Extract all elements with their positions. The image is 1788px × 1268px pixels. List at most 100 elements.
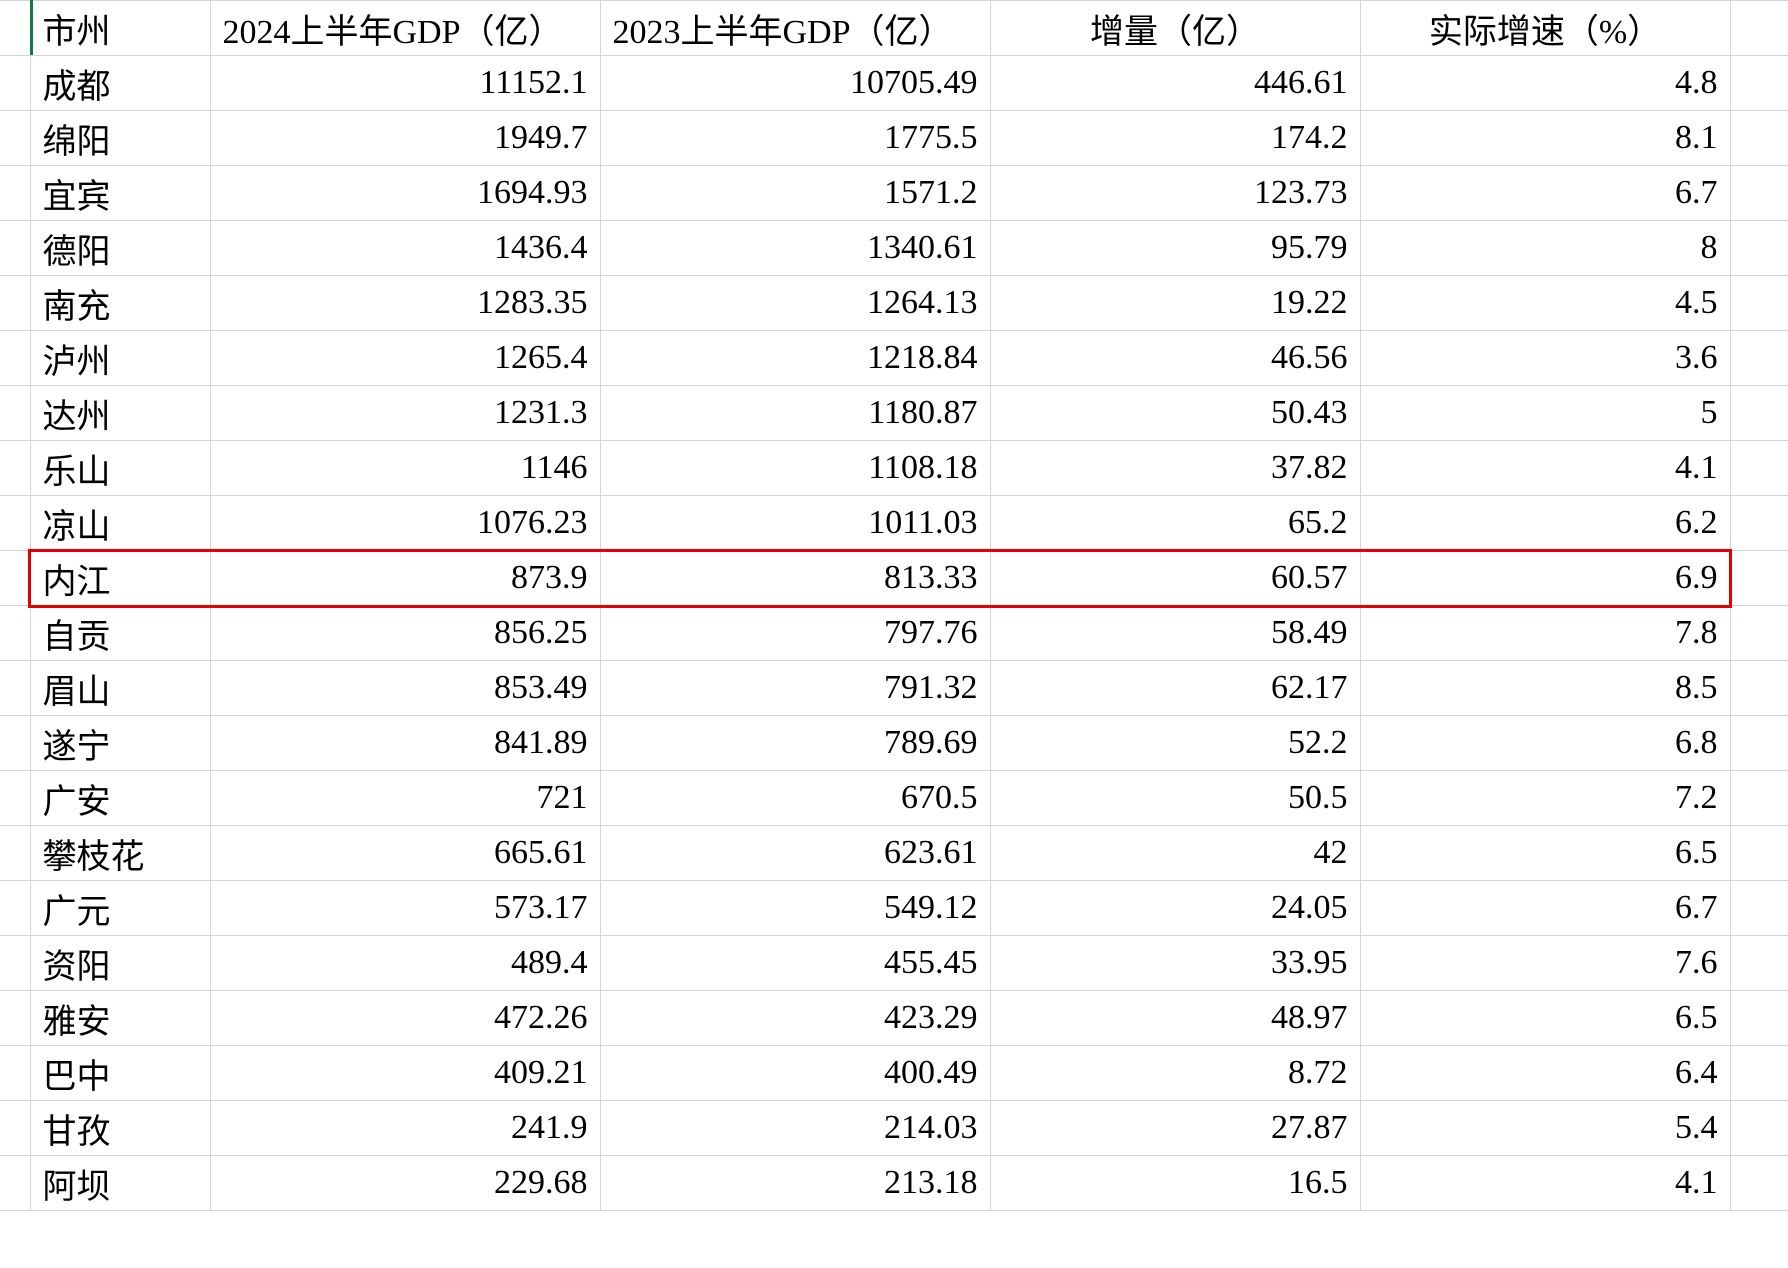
cell-growth[interactable]: 8 bbox=[1360, 221, 1730, 276]
cell-increase[interactable]: 50.5 bbox=[990, 771, 1360, 826]
cell-growth[interactable]: 4.5 bbox=[1360, 276, 1730, 331]
cell-gdp2023[interactable]: 455.45 bbox=[600, 936, 990, 991]
cell-increase[interactable]: 123.73 bbox=[990, 166, 1360, 221]
cell-city[interactable]: 雅安 bbox=[30, 991, 210, 1046]
cell-city[interactable]: 绵阳 bbox=[30, 111, 210, 166]
cell-increase[interactable]: 52.2 bbox=[990, 716, 1360, 771]
cell-gdp2023[interactable]: 789.69 bbox=[600, 716, 990, 771]
cell-growth[interactable]: 6.2 bbox=[1360, 496, 1730, 551]
cell-gdp2023[interactable]: 1571.2 bbox=[600, 166, 990, 221]
cell-gdp2024[interactable]: 1949.7 bbox=[210, 111, 600, 166]
cell-city[interactable]: 攀枝花 bbox=[30, 826, 210, 881]
cell-growth[interactable]: 7.6 bbox=[1360, 936, 1730, 991]
cell-growth[interactable]: 7.2 bbox=[1360, 771, 1730, 826]
column-header-gdp2023[interactable]: 2023上半年GDP（亿） bbox=[600, 1, 990, 56]
cell-growth[interactable]: 6.8 bbox=[1360, 716, 1730, 771]
cell-gdp2024[interactable]: 1146 bbox=[210, 441, 600, 496]
cell-increase[interactable]: 95.79 bbox=[990, 221, 1360, 276]
cell-gdp2023[interactable]: 1108.18 bbox=[600, 441, 990, 496]
cell-growth[interactable]: 5.4 bbox=[1360, 1101, 1730, 1156]
cell-growth[interactable]: 4.1 bbox=[1360, 1156, 1730, 1211]
cell-gdp2023[interactable]: 213.18 bbox=[600, 1156, 990, 1211]
cell-gdp2024[interactable]: 489.4 bbox=[210, 936, 600, 991]
cell-increase[interactable]: 37.82 bbox=[990, 441, 1360, 496]
cell-gdp2023[interactable]: 1011.03 bbox=[600, 496, 990, 551]
cell-growth[interactable]: 6.5 bbox=[1360, 991, 1730, 1046]
cell-increase[interactable]: 46.56 bbox=[990, 331, 1360, 386]
cell-gdp2024[interactable]: 229.68 bbox=[210, 1156, 600, 1211]
cell-city[interactable]: 巴中 bbox=[30, 1046, 210, 1101]
cell-city[interactable]: 自贡 bbox=[30, 606, 210, 661]
cell-growth[interactable]: 4.8 bbox=[1360, 56, 1730, 111]
cell-city[interactable]: 宜宾 bbox=[30, 166, 210, 221]
cell-growth[interactable]: 6.5 bbox=[1360, 826, 1730, 881]
cell-city[interactable]: 成都 bbox=[30, 56, 210, 111]
cell-gdp2024[interactable]: 1076.23 bbox=[210, 496, 600, 551]
cell-increase[interactable]: 446.61 bbox=[990, 56, 1360, 111]
cell-gdp2024[interactable]: 853.49 bbox=[210, 661, 600, 716]
cell-city[interactable]: 眉山 bbox=[30, 661, 210, 716]
cell-increase[interactable]: 42 bbox=[990, 826, 1360, 881]
cell-city[interactable]: 内江 bbox=[30, 551, 210, 606]
cell-gdp2024[interactable]: 665.61 bbox=[210, 826, 600, 881]
cell-increase[interactable]: 19.22 bbox=[990, 276, 1360, 331]
cell-gdp2024[interactable]: 721 bbox=[210, 771, 600, 826]
cell-growth[interactable]: 6.9 bbox=[1360, 551, 1730, 606]
cell-growth[interactable]: 7.8 bbox=[1360, 606, 1730, 661]
cell-gdp2024[interactable]: 11152.1 bbox=[210, 56, 600, 111]
cell-increase[interactable]: 50.43 bbox=[990, 386, 1360, 441]
cell-increase[interactable]: 16.5 bbox=[990, 1156, 1360, 1211]
cell-increase[interactable]: 8.72 bbox=[990, 1046, 1360, 1101]
cell-growth[interactable]: 8.1 bbox=[1360, 111, 1730, 166]
cell-gdp2024[interactable]: 241.9 bbox=[210, 1101, 600, 1156]
cell-gdp2024[interactable]: 1694.93 bbox=[210, 166, 600, 221]
cell-increase[interactable]: 174.2 bbox=[990, 111, 1360, 166]
cell-city[interactable]: 广元 bbox=[30, 881, 210, 936]
cell-gdp2024[interactable]: 1231.3 bbox=[210, 386, 600, 441]
cell-growth[interactable]: 6.7 bbox=[1360, 881, 1730, 936]
cell-gdp2023[interactable]: 1264.13 bbox=[600, 276, 990, 331]
cell-city[interactable]: 泸州 bbox=[30, 331, 210, 386]
cell-increase[interactable]: 33.95 bbox=[990, 936, 1360, 991]
cell-growth[interactable]: 6.4 bbox=[1360, 1046, 1730, 1101]
cell-increase[interactable]: 48.97 bbox=[990, 991, 1360, 1046]
cell-gdp2023[interactable]: 549.12 bbox=[600, 881, 990, 936]
cell-gdp2023[interactable]: 1340.61 bbox=[600, 221, 990, 276]
cell-gdp2024[interactable]: 873.9 bbox=[210, 551, 600, 606]
cell-increase[interactable]: 62.17 bbox=[990, 661, 1360, 716]
cell-gdp2023[interactable]: 1180.87 bbox=[600, 386, 990, 441]
cell-gdp2023[interactable]: 797.76 bbox=[600, 606, 990, 661]
cell-gdp2023[interactable]: 10705.49 bbox=[600, 56, 990, 111]
column-header-city[interactable]: 市州 bbox=[30, 1, 210, 56]
cell-growth[interactable]: 8.5 bbox=[1360, 661, 1730, 716]
cell-increase[interactable]: 27.87 bbox=[990, 1101, 1360, 1156]
cell-gdp2023[interactable]: 400.49 bbox=[600, 1046, 990, 1101]
cell-gdp2024[interactable]: 1265.4 bbox=[210, 331, 600, 386]
cell-gdp2023[interactable]: 670.5 bbox=[600, 771, 990, 826]
cell-increase[interactable]: 65.2 bbox=[990, 496, 1360, 551]
column-header-growth[interactable]: 实际增速（%） bbox=[1360, 1, 1730, 56]
cell-gdp2024[interactable]: 409.21 bbox=[210, 1046, 600, 1101]
cell-gdp2024[interactable]: 1283.35 bbox=[210, 276, 600, 331]
cell-gdp2023[interactable]: 791.32 bbox=[600, 661, 990, 716]
cell-growth[interactable]: 4.1 bbox=[1360, 441, 1730, 496]
cell-gdp2023[interactable]: 423.29 bbox=[600, 991, 990, 1046]
cell-growth[interactable]: 3.6 bbox=[1360, 331, 1730, 386]
cell-gdp2024[interactable]: 1436.4 bbox=[210, 221, 600, 276]
cell-gdp2023[interactable]: 813.33 bbox=[600, 551, 990, 606]
cell-city[interactable]: 广安 bbox=[30, 771, 210, 826]
cell-city[interactable]: 遂宁 bbox=[30, 716, 210, 771]
column-header-increase[interactable]: 增量（亿） bbox=[990, 1, 1360, 56]
cell-growth[interactable]: 5 bbox=[1360, 386, 1730, 441]
cell-increase[interactable]: 58.49 bbox=[990, 606, 1360, 661]
cell-increase[interactable]: 60.57 bbox=[990, 551, 1360, 606]
cell-gdp2023[interactable]: 214.03 bbox=[600, 1101, 990, 1156]
cell-city[interactable]: 甘孜 bbox=[30, 1101, 210, 1156]
cell-city[interactable]: 阿坝 bbox=[30, 1156, 210, 1211]
cell-city[interactable]: 南充 bbox=[30, 276, 210, 331]
column-header-gdp2024[interactable]: 2024上半年GDP（亿） bbox=[210, 1, 600, 56]
cell-gdp2023[interactable]: 1775.5 bbox=[600, 111, 990, 166]
cell-city[interactable]: 德阳 bbox=[30, 221, 210, 276]
cell-gdp2024[interactable]: 472.26 bbox=[210, 991, 600, 1046]
cell-city[interactable]: 乐山 bbox=[30, 441, 210, 496]
